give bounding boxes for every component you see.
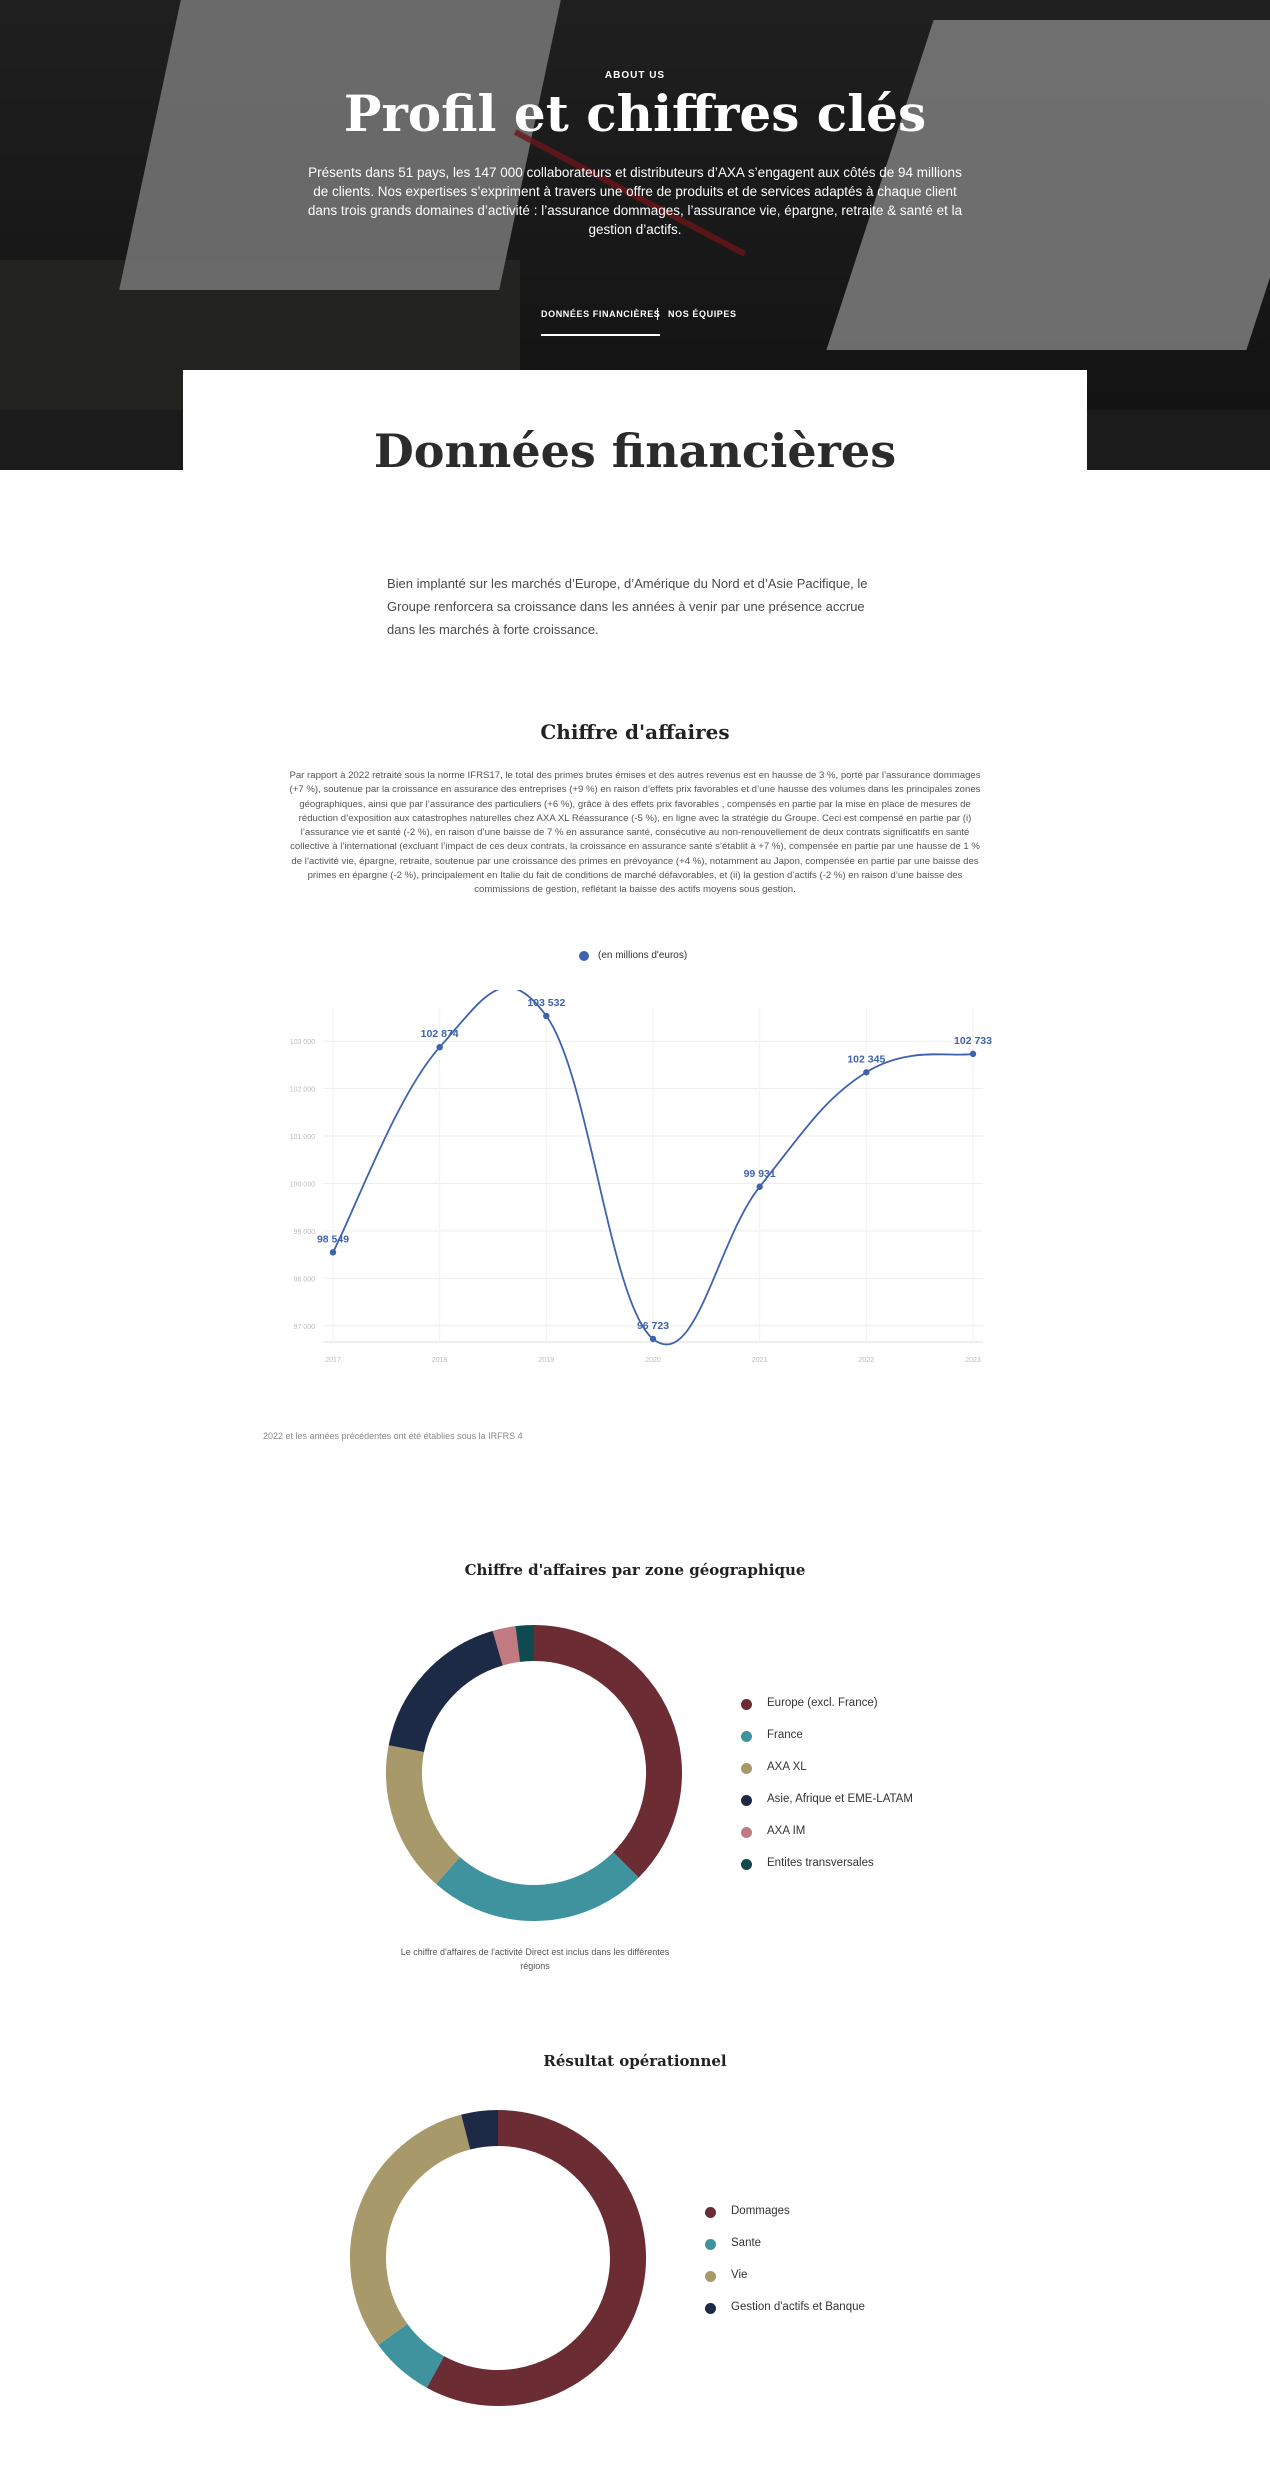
legend-marker bbox=[705, 2239, 716, 2250]
y-tick-label: 98 000 bbox=[294, 1276, 316, 1283]
data-point bbox=[649, 1335, 657, 1343]
slice-gestion-d-actifs-et-banque bbox=[461, 2110, 499, 2150]
legend-marker bbox=[705, 2271, 716, 2282]
revenue-line-chart: 97 000 98 000 99 000 100 000 101 000 102 000 1… bbox=[290, 990, 992, 1364]
legend-marker bbox=[705, 2207, 716, 2218]
slice-axa-xl bbox=[386, 1745, 461, 1885]
slice-entites-transversales bbox=[515, 1625, 535, 1662]
x-tick-label: 2022 bbox=[859, 1357, 875, 1364]
slice-sante bbox=[378, 2323, 445, 2388]
tab-nos-equipes[interactable]: NOS ÉQUIPES bbox=[668, 309, 737, 319]
geo-donut-chart bbox=[386, 1625, 682, 1921]
data-label: 102 874 bbox=[421, 1028, 459, 1040]
section-header-card: Données financières bbox=[183, 370, 1087, 480]
legend-marker bbox=[741, 1731, 752, 1742]
data-point bbox=[863, 1069, 870, 1076]
legend-marker bbox=[741, 1763, 752, 1774]
line-chart-legend[interactable]: (en millions d'euros) bbox=[0, 948, 1270, 964]
section-intro: Bien implanté sur les marchés d’Europe, … bbox=[387, 576, 868, 637]
section-title: Données financières bbox=[373, 424, 897, 478]
slice-dommages bbox=[426, 2110, 646, 2406]
legend-marker bbox=[741, 1859, 752, 1870]
data-label: 98 549 bbox=[317, 1233, 349, 1245]
slice-europe-excl-france- bbox=[533, 1625, 682, 1878]
geo-chart-title: Chiffre d'affaires par zone géographique bbox=[464, 1561, 806, 1579]
x-tick-label: 2019 bbox=[539, 1357, 555, 1364]
y-tick-label: 102 000 bbox=[290, 1087, 315, 1094]
y-tick-label: 100 000 bbox=[290, 1181, 315, 1188]
data-label: 102 733 bbox=[954, 1035, 992, 1047]
geo-chart-note: Le chiffre d'affaires de l'activité Dire… bbox=[400, 1947, 670, 1971]
page-title: Profil et chiffres clés bbox=[343, 84, 927, 143]
slice-france bbox=[436, 1851, 639, 1921]
legend-label: Vie bbox=[731, 2269, 748, 2281]
legend-label: Sante bbox=[731, 2237, 762, 2249]
legend-label: (en millions d'euros) bbox=[598, 950, 688, 961]
tab-donnees-financieres[interactable]: DONNÉES FINANCIÈRES bbox=[541, 306, 661, 336]
legend-marker bbox=[741, 1699, 752, 1710]
hero-description: Présents dans 51 pays, les 147 000 colla… bbox=[307, 165, 963, 237]
data-point bbox=[436, 1043, 443, 1051]
tab-separator bbox=[657, 308, 658, 320]
revenue-title: Chiffre d'affaires bbox=[540, 720, 730, 744]
slice-vie bbox=[350, 2114, 471, 2345]
x-tick-label: 2023 bbox=[965, 1357, 981, 1364]
slice-axa-im bbox=[492, 1626, 521, 1666]
legend-label: France bbox=[767, 1729, 803, 1741]
revenue-description: Par rapport à 2022 retraité sous la norm… bbox=[289, 770, 981, 896]
x-tick-label: 2021 bbox=[752, 1357, 768, 1364]
legend-label: Dommages bbox=[731, 2205, 790, 2217]
result-donut-chart bbox=[350, 2110, 646, 2406]
legend-label: Asie, Afrique et EME-LATAM bbox=[767, 1793, 913, 1805]
data-point bbox=[543, 1012, 550, 1020]
legend-label: Europe (excl. France) bbox=[767, 1697, 878, 1709]
x-tick-label: 2018 bbox=[432, 1357, 448, 1364]
data-point bbox=[969, 1050, 977, 1058]
hero-eyebrow: ABOUT US bbox=[604, 70, 666, 81]
data-point bbox=[329, 1249, 337, 1256]
y-tick-label: 103 000 bbox=[290, 1039, 315, 1046]
legend-label: Entites transversales bbox=[767, 1857, 874, 1869]
data-label: 99 931 bbox=[744, 1168, 776, 1180]
revenue-footnote: 2022 et les années précédentes ont été é… bbox=[263, 1431, 523, 1441]
data-label: 96 723 bbox=[637, 1320, 669, 1332]
y-tick-label: 99 000 bbox=[294, 1229, 316, 1236]
x-tick-label: 2017 bbox=[325, 1357, 341, 1364]
data-label: 102 345 bbox=[847, 1053, 885, 1065]
legend-marker bbox=[579, 951, 589, 961]
y-tick-label: 101 000 bbox=[290, 1134, 315, 1141]
section-tabs: DONNÉES FINANCIÈRES NOS ÉQUIPES bbox=[0, 306, 1270, 338]
data-label: 103 532 bbox=[527, 997, 565, 1009]
legend-marker bbox=[741, 1795, 752, 1806]
legend-label: AXA IM bbox=[767, 1825, 806, 1837]
legend-label: AXA XL bbox=[767, 1761, 807, 1773]
legend-marker bbox=[741, 1827, 752, 1838]
slice-asie-afrique-et-eme-latam bbox=[388, 1630, 504, 1753]
result-chart-title: Résultat opérationnel bbox=[543, 2052, 727, 2070]
y-tick-label: 97 000 bbox=[294, 1324, 316, 1331]
data-point bbox=[756, 1183, 763, 1190]
x-tick-label: 2020 bbox=[645, 1357, 661, 1364]
legend-label: Gestion d'actifs et Banque bbox=[731, 2301, 865, 2313]
legend-marker bbox=[705, 2303, 716, 2314]
